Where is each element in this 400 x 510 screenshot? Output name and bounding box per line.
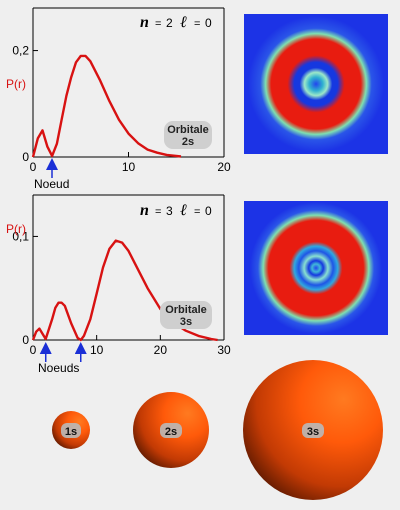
x-tick-label: 30: [217, 343, 231, 357]
node-label-2s: Noeud: [34, 177, 69, 191]
n-symbol: n: [140, 14, 149, 31]
l-equals: =: [194, 206, 200, 218]
x-tick-label: 0: [30, 343, 37, 357]
plot-3s-ylabel: P(r): [6, 222, 26, 236]
plot-2s-quantum-numbers: n = 2 ℓ = 0: [140, 14, 212, 31]
n-equals: =: [155, 18, 161, 30]
orbital-label-3s-line2: 3s: [180, 316, 192, 328]
node-arrows-3s: [39, 342, 87, 362]
orbital-label-2s-line1: Orbitale: [167, 124, 209, 136]
n-equals: =: [155, 206, 161, 218]
x-tick-label: 10: [90, 343, 104, 357]
x-tick-label: 0: [30, 160, 37, 174]
x-tick-label: 20: [217, 160, 231, 174]
density-image-3s: [244, 201, 388, 335]
n-symbol: n: [140, 202, 149, 219]
orbital-label-2s: Orbitale 2s: [164, 121, 212, 149]
plot-3s-axes: [32, 194, 225, 341]
y-tick-label: 0: [22, 150, 29, 164]
orbital-label-2s-line2: 2s: [182, 136, 194, 148]
y-tick-label: 0,1: [12, 229, 29, 243]
node-label-3s: Noeuds: [38, 361, 79, 375]
sphere-3s-label: 3s: [307, 426, 319, 438]
density-image-2s: [244, 14, 388, 154]
y-tick-label: 0: [22, 333, 29, 347]
l-equals: =: [194, 18, 200, 30]
sphere-2s: 2s: [133, 392, 209, 468]
l-symbol: ℓ: [180, 202, 187, 219]
n-value: 2: [166, 16, 173, 30]
l-value: 0: [205, 16, 212, 30]
sphere-3s: 3s: [243, 360, 383, 500]
n-value: 3: [166, 204, 173, 218]
plot-2s-ticks: 0 10 20 0 0,2: [12, 44, 231, 174]
sphere-1s-label: 1s: [65, 426, 77, 438]
plot-2s-ylabel: P(r): [6, 77, 26, 91]
plot-2s-curve: [31, 54, 182, 158]
sphere-2s-label: 2s: [165, 426, 177, 438]
l-symbol: ℓ: [180, 14, 187, 31]
x-tick-label: 20: [154, 343, 168, 357]
orbital-label-3s: Orbitale 3s: [160, 301, 212, 329]
x-tick-label: 10: [122, 160, 136, 174]
plot-3s-quantum-numbers: n = 3 ℓ = 0: [140, 202, 212, 219]
sphere-1s: 1s: [52, 411, 90, 449]
orbital-label-3s-line1: Orbitale: [165, 304, 207, 316]
plot-2s-axes: [32, 7, 225, 158]
l-value: 0: [205, 204, 212, 218]
y-tick-label: 0,2: [12, 44, 29, 58]
plot-3s-ticks: 0 10 20 30 0 0,1: [12, 229, 231, 357]
